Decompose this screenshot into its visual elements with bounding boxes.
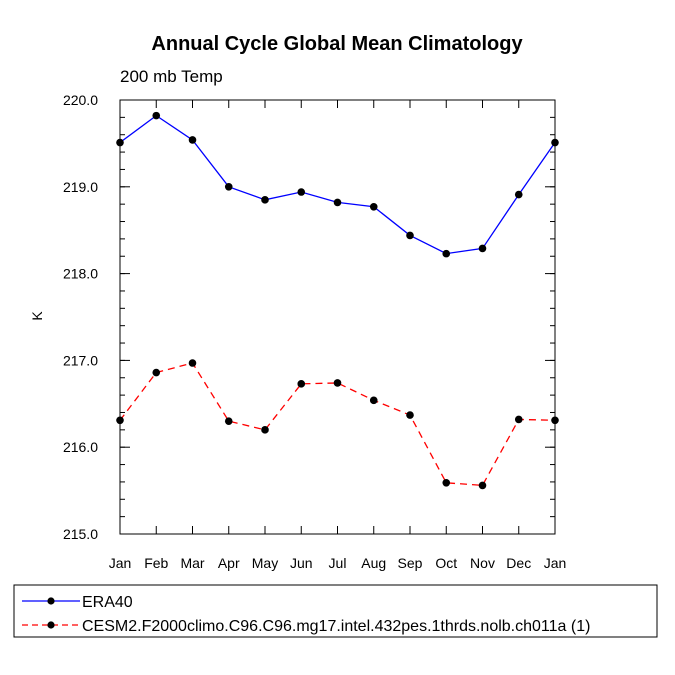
series-1-point [333, 379, 342, 387]
series-1-point [406, 411, 414, 419]
series-line-0 [119, 114, 556, 255]
y-tick-label: 218.0 [63, 266, 98, 282]
series-layer [116, 111, 559, 490]
y-tick-label: 216.0 [63, 439, 98, 455]
series-0-point [152, 111, 161, 120]
legend-label-cesm2: CESM2.F2000climo.C96.C96.mg17.intel.432p… [82, 618, 590, 635]
x-tick-label: Oct [435, 555, 457, 571]
series-1-point [442, 478, 451, 487]
x-tick-label: Jun [290, 555, 313, 571]
y-tick-label: 215.0 [63, 526, 98, 542]
series-1-point [188, 359, 197, 367]
chart-subtitle: 200 mb Temp [120, 67, 223, 86]
series-1-point [551, 416, 559, 425]
series-0-point [261, 196, 269, 204]
legend: ERA40 CESM2.F2000climo.C96.C96.mg17.inte… [13, 584, 658, 638]
chart-title: Annual Cycle Global Mean Climatology [151, 33, 523, 55]
series-0-point [406, 231, 414, 240]
y-tick-label: 220.0 [63, 92, 98, 108]
series-0-point [188, 136, 197, 144]
legend-item-cesm2: CESM2.F2000climo.C96.C96.mg17.intel.432p… [22, 618, 590, 635]
series-1-point [478, 481, 487, 490]
axes: Jan Feb Mar Apr May Jun Jul Aug Sep Oct Nov Dec Jan 2… [63, 92, 566, 571]
series-0-point [514, 190, 523, 199]
x-tick-label: Sep [398, 555, 423, 571]
y-tick-label: 217.0 [63, 352, 98, 368]
x-tick-label: Jul [329, 555, 347, 571]
series-0-point [369, 202, 378, 211]
y-tick-label: 219.0 [63, 179, 98, 195]
legend-marker-era40 [47, 597, 55, 605]
x-tick-label: Nov [470, 555, 495, 571]
series-0-point [297, 188, 306, 196]
x-tick-label: Dec [506, 555, 531, 571]
series-1-point [152, 368, 161, 377]
x-tick-label: Feb [144, 555, 168, 571]
x-tick-label: Aug [361, 555, 386, 571]
plot-frame [119, 99, 556, 535]
series-0-point [442, 249, 451, 258]
x-tick-label: Apr [218, 555, 240, 571]
series-0-point [551, 138, 559, 147]
x-tick-label: Jan [109, 555, 132, 571]
series-0-point [478, 244, 487, 253]
series-0-point [116, 138, 124, 147]
legend-label-era40: ERA40 [82, 594, 133, 611]
series-1-point [224, 417, 233, 425]
series-0-point [333, 198, 342, 207]
x-tick-label: Mar [180, 555, 204, 571]
x-tick-label: May [252, 555, 278, 571]
y-axis-label: K [29, 311, 45, 321]
legend-item-era40: ERA40 [22, 594, 133, 611]
series-1-point [369, 396, 378, 405]
legend-marker-cesm2 [47, 621, 55, 629]
series-0-point [224, 183, 233, 191]
x-tick-label: Jan [544, 555, 567, 571]
series-1-point [261, 426, 269, 434]
series-1-point [297, 380, 306, 388]
series-1-point [116, 416, 124, 425]
legend-box [13, 584, 658, 638]
series-1-point [514, 415, 523, 424]
